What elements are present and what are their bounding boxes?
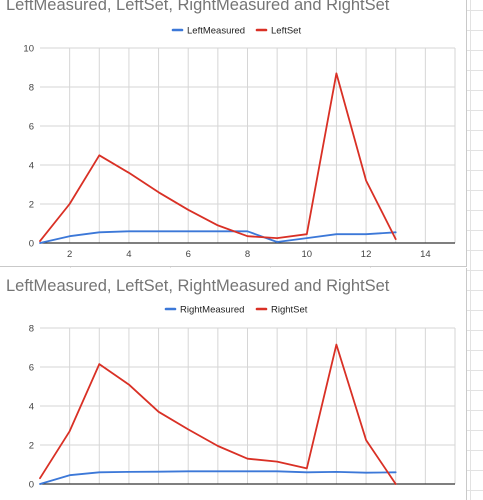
chart-left[interactable]: LeftMeasured, LeftSet, RightMeasured and… xyxy=(0,0,467,267)
x-tick-label: 4 xyxy=(126,249,131,260)
x-tick-label: 10 xyxy=(301,249,312,260)
y-tick-label: 2 xyxy=(29,200,34,211)
legend-label: LeftMeasured xyxy=(187,26,245,37)
y-tick-label: 6 xyxy=(29,122,34,133)
series-line-leftmeasured xyxy=(39,230,397,244)
legend-label: RightSet xyxy=(271,305,308,316)
y-tick-label: 10 xyxy=(23,44,34,55)
y-tick-label: 0 xyxy=(29,239,34,250)
legend-label: RightMeasured xyxy=(180,305,244,316)
x-tick-label: 2 xyxy=(67,249,72,260)
line-chart: 0 2 4 6 8 10 2 4 6 8 10 12 14 LeftMeasured LeftSet xyxy=(23,26,456,260)
chart-title: LeftMeasured, LeftSet, RightMeasured and… xyxy=(6,0,390,14)
y-tick-label: 6 xyxy=(29,363,34,374)
y-tick-label: 2 xyxy=(29,441,34,452)
y-tick-label: 8 xyxy=(29,83,34,94)
x-tick-label: 14 xyxy=(420,249,431,260)
x-tick-label: 6 xyxy=(186,249,191,260)
legend-label: LeftSet xyxy=(271,26,301,37)
y-tick-label: 8 xyxy=(29,324,34,335)
chart-title: LeftMeasured, LeftSet, RightMeasured and… xyxy=(6,277,390,295)
y-tick-label: 0 xyxy=(29,480,34,491)
series-line-rightmeasured xyxy=(39,470,397,485)
chart-right[interactable]: LeftMeasured, LeftSet, RightMeasured and… xyxy=(0,268,467,500)
line-chart: 0 2 4 6 8 RightMeasured RightSet xyxy=(29,305,456,491)
y-tick-label: 4 xyxy=(29,402,34,413)
y-tick-label: 4 xyxy=(29,161,34,172)
series-line-rightset xyxy=(39,343,397,485)
x-tick-label: 8 xyxy=(245,249,250,260)
series-line-leftset xyxy=(39,72,397,243)
x-tick-label: 12 xyxy=(361,249,372,260)
